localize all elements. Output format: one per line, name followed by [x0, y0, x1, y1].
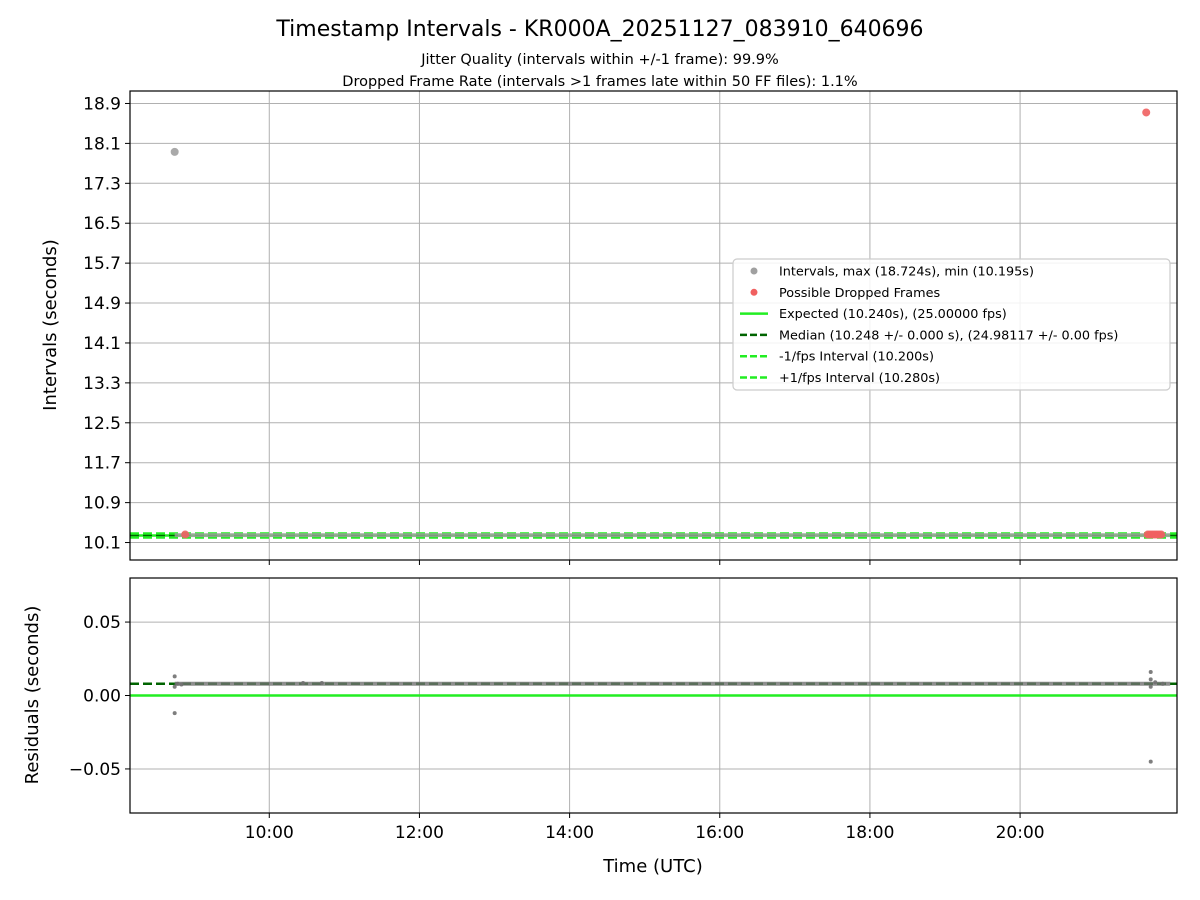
legend-box	[732, 258, 1171, 391]
bot-residuals-point	[175, 681, 180, 686]
x-tick-label: 14:00	[545, 823, 594, 843]
x-tick-label: 20:00	[996, 823, 1045, 843]
bot-y-tick-label: −0.05	[69, 760, 121, 780]
legend-label: Possible Dropped Frames	[779, 286, 940, 301]
top-y-tick-label: 17.3	[83, 174, 121, 194]
top-data-points	[170, 108, 1171, 539]
top-y-tick-label: 15.7	[83, 254, 121, 274]
x-tick-label: 16:00	[695, 823, 744, 843]
bottom-ylabel: Residuals (seconds)	[22, 606, 43, 785]
legend-label: Intervals, max (18.724s), min (10.195s)	[779, 265, 1034, 280]
bot-residuals-point	[319, 681, 324, 686]
legend: Intervals, max (18.724s), min (10.195s) P…	[732, 258, 1171, 391]
bot-residuals-point	[172, 674, 177, 679]
top-y-tick-label: 10.9	[83, 494, 121, 514]
bot-residuals-point	[1160, 681, 1165, 686]
bottom-data-points	[172, 670, 1171, 764]
chart-subtitle-dropped: Dropped Frame Rate (intervals >1 frames …	[342, 74, 857, 90]
bot-residuals-point	[172, 711, 177, 716]
bottom-plot-frame	[129, 577, 1178, 814]
chart-title: Timestamp Intervals - KR000A_20251127_08…	[275, 17, 923, 42]
x-tick-label: 12:00	[395, 823, 444, 843]
bot-residuals-point	[172, 684, 177, 689]
bot-residuals-point	[1148, 759, 1153, 764]
bot-residuals-point	[1148, 684, 1153, 689]
x-tick-label: 18:00	[845, 823, 894, 843]
legend-label: +1/fps Interval (10.280s)	[779, 371, 940, 386]
top-possible-dropped-frames-point	[181, 530, 190, 539]
bot-residuals-point	[301, 681, 306, 686]
bottom-xlabel: Time (UTC)	[602, 856, 703, 877]
chart-subtitle-jitter: Jitter Quality (intervals within +/-1 fr…	[420, 52, 779, 68]
top-y-tick-label: 12.5	[83, 414, 121, 434]
legend-label: -1/fps Interval (10.200s)	[779, 350, 934, 365]
top-y-tick-label: 14.9	[83, 294, 121, 314]
bot-y-tick-label: 0.05	[83, 613, 121, 633]
top-ylabel: Intervals (seconds)	[40, 239, 61, 411]
bot-residuals-point	[179, 682, 184, 687]
top-possible-dropped-frames-point	[1157, 530, 1166, 539]
bot-residuals-point	[1153, 680, 1158, 685]
legend-marker	[750, 288, 758, 296]
bot-residuals-point	[1148, 670, 1153, 674]
bottom-axis-ticks: 10:00 12:00 14:00 16:00 18:00 20:00 −0.05 0.00 0…	[69, 613, 1045, 843]
legend-marker	[750, 267, 758, 275]
top-y-tick-label: 10.1	[83, 534, 121, 554]
bot-y-tick-label: 0.00	[83, 687, 121, 707]
top-y-tick-label: 14.1	[83, 334, 121, 354]
top-y-tick-label: 11.7	[83, 454, 121, 474]
top-possible-dropped-frames-point	[1142, 108, 1151, 117]
top-axis-ticks: 10.1 10.9 11.7 12.5 13.3 14.1 14.9 15.7 16.5 17.3…	[83, 94, 1021, 565]
top-plot-frame	[129, 90, 1178, 561]
top-y-tick-label: 13.3	[83, 374, 121, 394]
top-y-tick-label: 16.5	[83, 214, 121, 234]
bot-residuals-point	[1148, 677, 1153, 682]
top-y-tick-label: 18.1	[83, 134, 121, 154]
top-intervals-point	[170, 147, 179, 156]
x-tick-label: 10:00	[245, 823, 294, 843]
top-y-tick-label: 18.9	[83, 94, 121, 114]
legend-label: Expected (10.240s), (25.00000 fps)	[779, 307, 1007, 322]
legend-label: Median (10.248 +/- 0.000 s), (24.98117 +…	[779, 328, 1118, 343]
